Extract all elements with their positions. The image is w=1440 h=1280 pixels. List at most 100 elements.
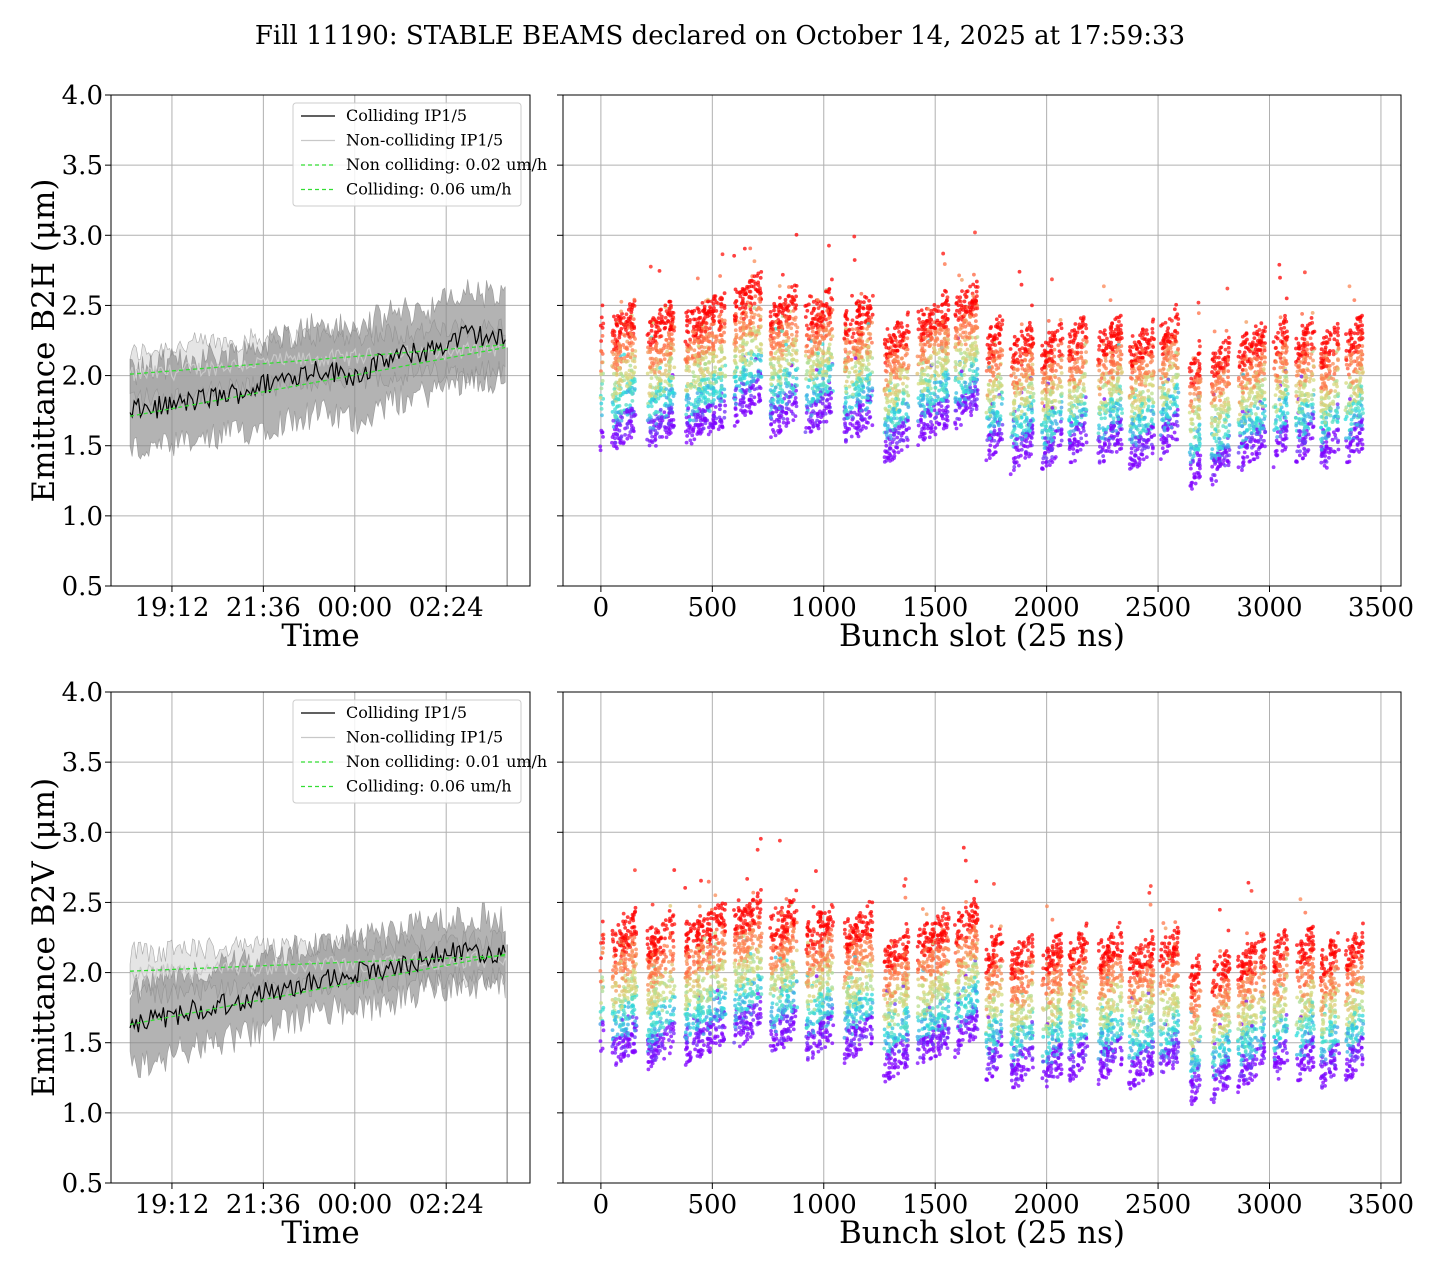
- scatter-point: [804, 315, 808, 319]
- scatter-point: [963, 351, 967, 355]
- scatter-point: [782, 369, 786, 373]
- scatter-point: [1085, 336, 1089, 340]
- scatter-point: [821, 325, 825, 329]
- scatter-point: [985, 411, 989, 415]
- scatter-point: [712, 419, 716, 423]
- scatter-point: [893, 326, 897, 330]
- scatter-point: [614, 337, 618, 341]
- scatter-point: [655, 364, 659, 368]
- scatter-point: [684, 430, 688, 434]
- scatter-point: [976, 372, 980, 376]
- scatter-point: [712, 347, 716, 351]
- scatter-point: [987, 399, 991, 403]
- scatter-point: [942, 427, 946, 431]
- scatter-point: [816, 424, 820, 428]
- scatter-point: [900, 448, 904, 452]
- scatter-point: [898, 340, 902, 344]
- scatter-point: [852, 235, 856, 239]
- scatter-point: [1047, 460, 1051, 464]
- scatter-point: [973, 400, 977, 404]
- scatter-point: [1054, 399, 1058, 403]
- scatter-point: [928, 435, 932, 439]
- scatter-point: [650, 361, 654, 365]
- scatter-point: [845, 380, 849, 384]
- scatter-point: [671, 343, 675, 347]
- scatter-point: [1053, 375, 1057, 379]
- scatter-point: [830, 356, 834, 360]
- scatter-point: [614, 425, 618, 429]
- scatter-point: [672, 424, 676, 428]
- scatter-point: [702, 337, 706, 341]
- scatter-point: [617, 352, 621, 356]
- scatter-point: [784, 378, 788, 382]
- scatter-point: [884, 408, 888, 412]
- scatter-point: [1047, 440, 1051, 444]
- scatter-point: [784, 411, 788, 415]
- scatter-point: [600, 316, 604, 320]
- scatter-point: [1043, 441, 1047, 445]
- scatter-point: [734, 379, 738, 383]
- scatter-point: [672, 329, 676, 333]
- scatter-point: [691, 370, 695, 374]
- scatter-point: [719, 333, 723, 337]
- scatter-point: [733, 355, 737, 359]
- scatter-point: [784, 339, 788, 343]
- scatter-point: [940, 310, 944, 314]
- scatter-point: [1040, 431, 1044, 435]
- scatter-point: [776, 400, 780, 404]
- scatter-point: [940, 303, 944, 307]
- scatter-point: [777, 321, 781, 325]
- scatter-point: [842, 417, 846, 421]
- scatter-point: [954, 336, 958, 340]
- scatter-point: [788, 371, 792, 375]
- scatter-point: [598, 445, 602, 449]
- scatter-point: [794, 396, 798, 400]
- scatter-point: [713, 355, 717, 359]
- scatter-point: [646, 345, 650, 349]
- scatter-point: [928, 313, 932, 317]
- scatter-point: [788, 315, 792, 319]
- scatter-point: [717, 427, 721, 431]
- scatter-point: [860, 333, 864, 337]
- scatter-point: [619, 331, 623, 335]
- scatter-point: [809, 365, 813, 369]
- scatter-point: [696, 336, 700, 340]
- scatter-point: [902, 388, 906, 392]
- scatter-point: [893, 383, 897, 387]
- scatter-point: [892, 437, 896, 441]
- scatter-point: [944, 408, 948, 412]
- scatter-point: [892, 449, 896, 453]
- scatter-point: [969, 308, 973, 312]
- scatter-point: [672, 418, 676, 422]
- scatter-point: [685, 434, 689, 438]
- scatter-point: [1080, 443, 1084, 447]
- scatter-point: [685, 359, 689, 363]
- scatter-point: [929, 309, 933, 313]
- scatter-point: [993, 335, 997, 339]
- scatter-point: [618, 429, 622, 433]
- y-tick-label: 1.5: [62, 432, 103, 462]
- scatter-point: [965, 295, 969, 299]
- scatter-point: [805, 344, 809, 348]
- scatter-point: [825, 420, 829, 424]
- scatter-point: [659, 424, 663, 428]
- scatter-point: [944, 413, 948, 417]
- scatter-point: [1085, 340, 1089, 344]
- scatter-point: [791, 357, 795, 361]
- scatter-point: [632, 317, 636, 321]
- scatter-point: [685, 324, 689, 328]
- scatter-point: [1040, 401, 1044, 405]
- scatter-point: [650, 324, 654, 328]
- scatter-point: [628, 302, 632, 306]
- scatter-point: [769, 310, 773, 314]
- scatter-point: [1024, 434, 1028, 438]
- scatter-point: [1009, 435, 1013, 439]
- scatter-point: [713, 366, 717, 370]
- scatter-point: [685, 398, 689, 402]
- scatter-point: [1041, 381, 1045, 385]
- scatter-point: [883, 460, 887, 464]
- scatter-point: [902, 376, 906, 380]
- scatter-point: [615, 433, 619, 437]
- scatter-point: [966, 289, 970, 293]
